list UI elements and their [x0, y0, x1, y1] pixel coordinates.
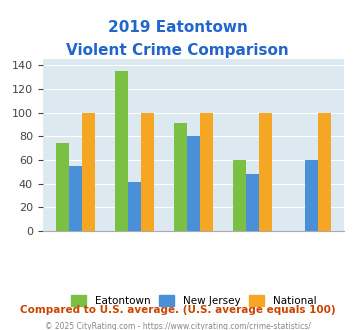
Bar	[200, 113, 213, 231]
Text: 2019 Eatontown: 2019 Eatontown	[108, 20, 247, 35]
Legend: Eatontown, New Jersey, National: Eatontown, New Jersey, National	[67, 291, 320, 310]
Bar	[305, 160, 318, 231]
Bar	[318, 113, 331, 231]
Bar	[128, 182, 141, 231]
Bar	[69, 166, 82, 231]
Bar	[187, 136, 200, 231]
Bar	[259, 113, 272, 231]
Text: © 2025 CityRating.com - https://www.cityrating.com/crime-statistics/: © 2025 CityRating.com - https://www.city…	[45, 322, 310, 330]
Bar	[246, 174, 259, 231]
Bar	[141, 113, 154, 231]
Bar	[115, 71, 128, 231]
Text: Compared to U.S. average. (U.S. average equals 100): Compared to U.S. average. (U.S. average …	[20, 305, 335, 315]
Text: Violent Crime Comparison: Violent Crime Comparison	[66, 43, 289, 58]
Bar	[233, 160, 246, 231]
Bar	[56, 144, 69, 231]
Bar	[82, 113, 95, 231]
Bar	[174, 123, 187, 231]
